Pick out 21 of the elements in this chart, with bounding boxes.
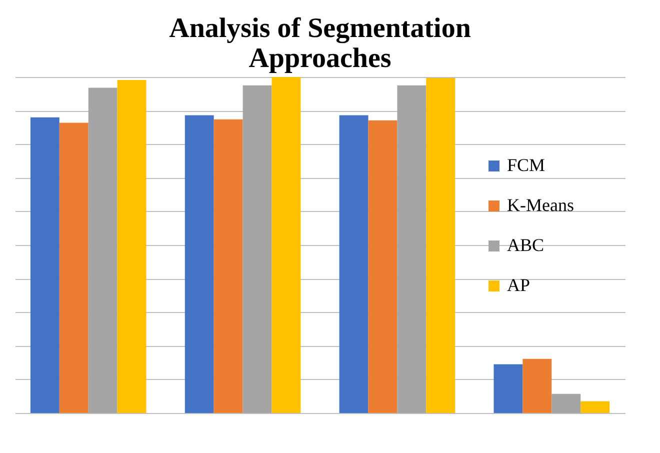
legend-label: K-Means xyxy=(507,195,574,215)
bar xyxy=(426,78,456,413)
bar xyxy=(59,122,88,413)
bar xyxy=(242,85,272,413)
bar xyxy=(522,358,552,413)
bar xyxy=(272,77,301,413)
legend-label: AP xyxy=(507,275,530,295)
bar xyxy=(397,85,426,413)
bar xyxy=(339,115,368,413)
bar xyxy=(580,401,610,413)
bar xyxy=(117,80,146,413)
legend-label: ABC xyxy=(507,235,544,255)
bar xyxy=(552,394,581,413)
bar xyxy=(88,88,118,413)
legend-label: FCM xyxy=(507,155,546,175)
chart-title: Analysis of Segmentation Approaches xyxy=(169,13,472,74)
bar xyxy=(30,117,60,413)
bar xyxy=(214,119,243,413)
bar xyxy=(184,115,214,413)
bar xyxy=(494,364,523,413)
bar xyxy=(368,120,398,413)
